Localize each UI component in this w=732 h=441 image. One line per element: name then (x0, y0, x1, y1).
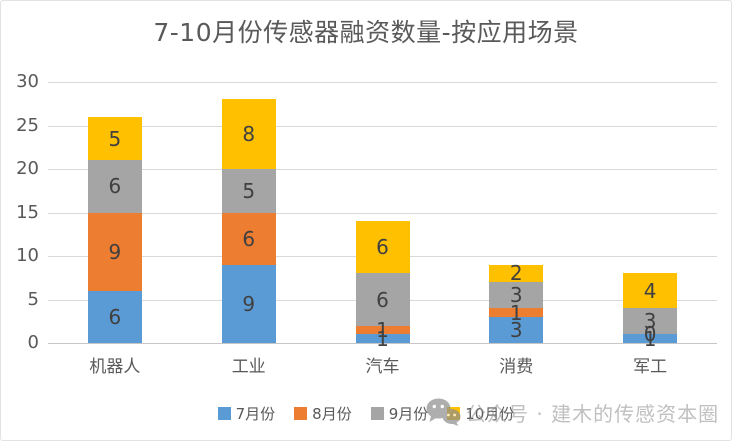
bar-segment (355, 273, 410, 326)
y-axis-label: 10 (16, 245, 39, 266)
legend: 7月份 8月份 9月份 10月份 (1, 402, 731, 424)
bar-segment (623, 334, 678, 343)
bar-segment (489, 308, 544, 317)
y-axis-label: 0 (27, 332, 39, 353)
legend-item-10月份: 10月份 (447, 403, 514, 424)
gridline (48, 212, 717, 214)
x-axis-label: 军工 (633, 357, 668, 377)
bar-segment (221, 99, 276, 169)
y-axis-label: 5 (27, 288, 39, 310)
legend-marker (447, 406, 461, 420)
y-axis-label: 25 (16, 114, 39, 136)
bar-segment (221, 212, 276, 265)
y-axis-label: 30 (16, 71, 39, 92)
bar-segment (87, 212, 142, 291)
legend-label: 8月份 (312, 404, 352, 423)
chart-title: 7-10月份传感器融资数量-按应用场景 (153, 18, 579, 47)
bar-segment (221, 264, 276, 343)
gridline (48, 169, 717, 170)
x-axis-label: 汽车 (365, 357, 400, 377)
y-axis-label: 15 (16, 201, 39, 223)
bar-segment (489, 282, 544, 309)
bar-segment (489, 264, 544, 283)
bar-segment (623, 273, 678, 309)
legend-marker (370, 406, 384, 420)
bar-segment (87, 116, 142, 161)
bar-segment (623, 308, 678, 335)
y-axis-label: 20 (16, 158, 39, 179)
legend-label: 9月份 (388, 404, 429, 423)
x-axis-label: 机器人 (89, 357, 141, 377)
legend-label: 7月份 (235, 404, 276, 423)
x-axis-label: 消费 (499, 357, 534, 377)
gridline (48, 125, 717, 127)
legend-item-7月份: 7月份 (217, 403, 276, 424)
gridline (48, 82, 717, 83)
bar-segment (355, 221, 410, 274)
bar-segment (355, 334, 410, 343)
bar-segment (87, 290, 142, 343)
legend-item-9月份: 9月份 (370, 403, 429, 424)
x-axis-label: 工业 (231, 357, 266, 377)
legend-marker (217, 406, 231, 420)
legend-item-8月份: 8月份 (294, 403, 352, 424)
bar-segment (87, 160, 142, 213)
x-axis-line (48, 343, 717, 344)
bar-segment (221, 169, 276, 213)
legend-label: 10月份 (465, 404, 515, 423)
legend-marker (294, 406, 308, 420)
bar-segment (355, 325, 410, 335)
bar-segment (489, 316, 544, 343)
